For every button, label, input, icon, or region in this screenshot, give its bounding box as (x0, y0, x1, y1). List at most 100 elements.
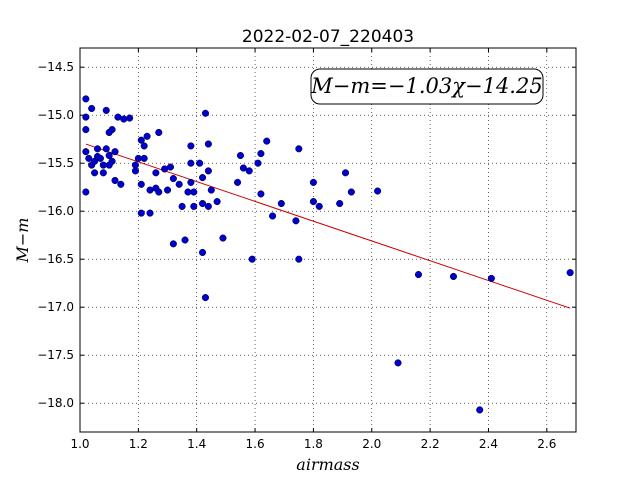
chart-title: 2022-02-07_220403 (242, 27, 414, 47)
y-tick-label: −15.5 (37, 156, 74, 170)
annotation-box (310, 68, 544, 105)
data-point (201, 109, 210, 117)
x-tick-label: 1.0 (70, 437, 89, 451)
data-point (257, 190, 265, 198)
y-tick-label: −17.5 (37, 348, 74, 362)
x-tick-label: 1.2 (129, 437, 148, 451)
data-point (88, 104, 96, 113)
data-point (91, 169, 99, 177)
data-point (102, 106, 110, 114)
data-point (108, 126, 116, 134)
data-point (155, 188, 163, 196)
data-point (111, 148, 119, 156)
data-point (96, 154, 104, 162)
data-point (99, 169, 107, 177)
data-point (254, 159, 262, 167)
x-tick-label: 2.0 (362, 437, 381, 451)
y-tick-label: −18.0 (37, 396, 74, 410)
data-point (336, 199, 344, 208)
data-point (347, 188, 355, 196)
data-point (207, 186, 215, 194)
data-point (163, 186, 172, 194)
y-tick-label: −16.0 (37, 204, 74, 218)
data-point (131, 167, 139, 175)
y-axis-label: M−m (13, 218, 32, 264)
x-tick-label: 2.4 (479, 437, 498, 451)
data-point (201, 294, 210, 302)
data-point (476, 406, 484, 414)
y-tick-label: −15.0 (37, 108, 74, 122)
data-point (82, 188, 90, 196)
data-point (137, 136, 145, 144)
grid (79, 48, 576, 432)
y-tick-label: −17.0 (37, 300, 74, 314)
data-point (295, 255, 303, 263)
data-point (140, 142, 148, 150)
data-point (263, 137, 271, 145)
x-axis-label: airmass (296, 455, 359, 474)
data-point (169, 240, 177, 248)
data-point (309, 198, 317, 206)
x-tick-label: 2.6 (537, 437, 556, 451)
data-point (204, 167, 212, 175)
data-point (120, 115, 128, 123)
data-point (487, 274, 495, 282)
data-point (187, 159, 195, 167)
data-point (196, 159, 204, 167)
data-point (204, 140, 212, 148)
x-tick-label: 1.8 (304, 437, 323, 451)
data-point (198, 174, 207, 182)
data-point (82, 95, 90, 103)
data-point (257, 150, 265, 158)
data-point (82, 126, 90, 134)
data-point (269, 212, 277, 220)
data-point (213, 198, 221, 206)
data-point (102, 145, 110, 153)
data-point (169, 175, 177, 183)
data-point (245, 167, 253, 175)
x-tick-label: 1.6 (246, 437, 265, 451)
data-point (248, 255, 256, 263)
data-point (219, 234, 227, 242)
data-point (137, 180, 145, 188)
x-tick-label: 2.2 (421, 437, 440, 451)
data-point (178, 202, 186, 210)
data-point (187, 142, 195, 150)
data-point (198, 248, 207, 257)
data-point (175, 180, 183, 188)
data-point (309, 178, 317, 186)
x-tick-label: 1.4 (187, 437, 206, 451)
data-point (394, 359, 402, 367)
data-point (341, 169, 350, 177)
annotation-text: M−m=−1.03χ−14.25 (310, 74, 542, 98)
data-point (126, 114, 134, 122)
data-point (198, 199, 207, 208)
data-points (82, 95, 574, 414)
data-point (105, 151, 113, 160)
data-point (105, 161, 113, 169)
data-point (93, 145, 102, 153)
data-point (414, 271, 422, 279)
data-point (82, 148, 90, 156)
data-point (204, 202, 212, 210)
data-point (374, 187, 382, 195)
data-point (234, 178, 242, 186)
data-point (140, 154, 148, 162)
data-point (292, 217, 300, 225)
data-point (143, 132, 151, 140)
data-point (236, 151, 245, 160)
data-point (181, 236, 189, 244)
data-point (190, 202, 198, 210)
data-point (146, 209, 154, 217)
y-tick-label: −16.5 (37, 252, 74, 266)
data-point (152, 169, 160, 177)
ticks: 1.0 1.2 1.4 1.6 1.8 2.0 2.2 2.4 2.6 −14.5 −15.0 −15… (37, 48, 576, 451)
y-tick-label: −14.5 (37, 60, 74, 74)
data-point (449, 272, 458, 281)
data-point (190, 188, 198, 196)
data-point (566, 269, 574, 277)
data-point (315, 202, 323, 210)
data-point (111, 176, 119, 185)
data-point (166, 163, 174, 171)
